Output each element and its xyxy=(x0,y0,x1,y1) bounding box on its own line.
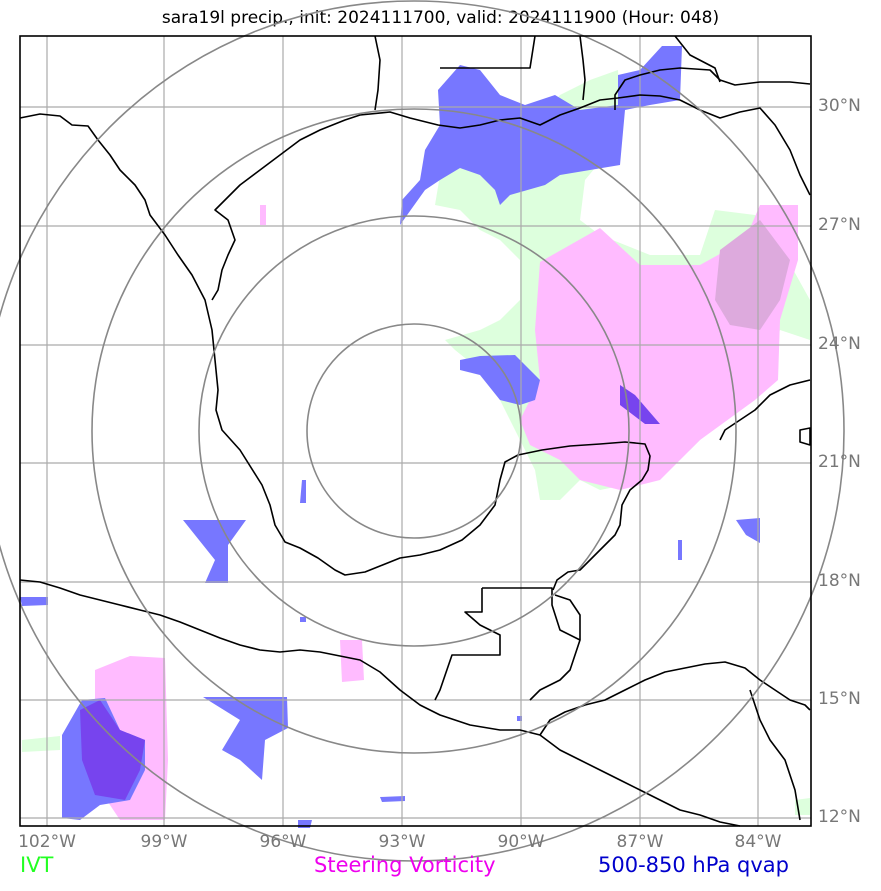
legend-qvap: 500-850 hPa qvap xyxy=(598,853,789,877)
map-title: sara19l precip., init: 2024111700, valid… xyxy=(161,8,720,28)
range-rings xyxy=(0,0,845,862)
longitude-label-99w: 99°W xyxy=(140,832,188,852)
legend-steering-vorticity: Steering Vorticity xyxy=(314,853,496,877)
latitude-label-24n: 24°N xyxy=(818,334,861,354)
latitude-label-12n: 12°N xyxy=(818,807,861,827)
latitude-label-15n: 15°N xyxy=(818,689,861,709)
legend-ivt: IVT xyxy=(20,853,54,877)
longitude-label-90w: 90°W xyxy=(497,832,545,852)
longitude-label-93w: 93°W xyxy=(378,832,426,852)
gridlines xyxy=(20,36,811,826)
longitude-label-96w: 96°W xyxy=(259,832,307,852)
latitude-label-18n: 18°N xyxy=(818,571,861,591)
vorticity-layer xyxy=(95,205,798,820)
latitude-label-30n: 30°N xyxy=(818,96,861,116)
longitude-label-84w: 84°W xyxy=(734,832,782,852)
longitude-label-87w: 87°W xyxy=(616,832,664,852)
latitude-label-27n: 27°N xyxy=(818,215,861,235)
latitude-label-21n: 21°N xyxy=(818,452,861,472)
plot-frame xyxy=(19,35,812,827)
longitude-label-102w: 102°W xyxy=(18,832,76,852)
